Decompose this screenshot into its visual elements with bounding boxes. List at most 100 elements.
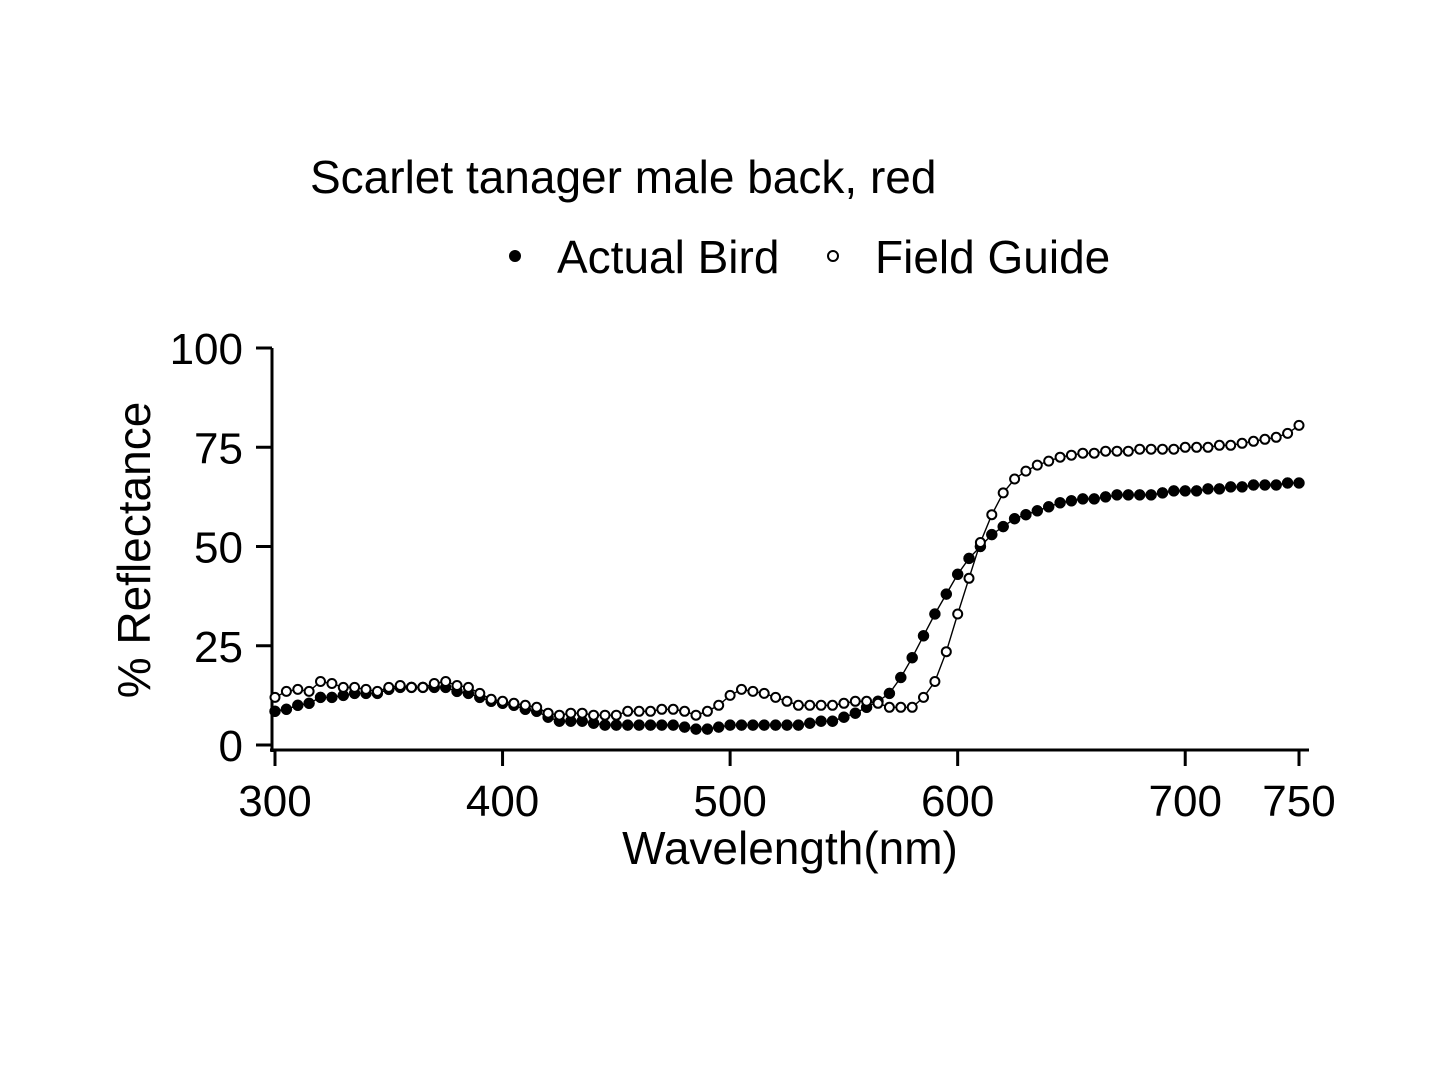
actual-bird-point <box>701 723 714 735</box>
field-guide-point <box>963 572 975 584</box>
field-guide-point <box>508 697 520 709</box>
actual-bird-point <box>1281 477 1294 489</box>
actual-bird-point <box>667 719 679 731</box>
actual-bird-point <box>1202 483 1214 495</box>
field-guide-point <box>815 699 827 711</box>
actual-bird-point <box>929 608 941 620</box>
actual-bird-point <box>986 528 998 541</box>
field-guide-point <box>770 691 782 703</box>
series-line-field-guide <box>274 424 1300 716</box>
field-guide-point <box>804 699 816 711</box>
actual-bird-point <box>678 721 691 733</box>
actual-bird-point <box>963 552 975 565</box>
field-guide-point <box>1145 443 1157 455</box>
field-guide-point <box>861 695 873 707</box>
y-tick-label: 100 <box>170 325 243 374</box>
field-guide-point <box>758 687 770 699</box>
x-tick-label: 750 <box>1262 777 1335 826</box>
actual-bird-point <box>1156 487 1169 499</box>
legend-label-field-guide: Field Guide <box>875 231 1110 283</box>
field-guide-point <box>428 678 440 689</box>
actual-bird-point <box>314 691 327 704</box>
actual-bird-point <box>1065 495 1078 507</box>
field-guide-point <box>792 699 804 711</box>
actual-bird-point <box>804 717 816 729</box>
field-guide-point <box>383 681 395 693</box>
actual-bird-point <box>815 715 827 727</box>
actual-bird-point <box>951 568 964 581</box>
field-guide-point <box>292 683 304 695</box>
actual-bird-point <box>269 705 281 718</box>
actual-bird-point <box>724 719 736 731</box>
actual-bird-point <box>1122 489 1135 501</box>
field-guide-point <box>588 709 600 721</box>
field-guide-point <box>1077 447 1089 459</box>
actual-bird-point <box>292 699 304 712</box>
field-guide-point <box>406 681 417 693</box>
field-guide-point <box>610 709 622 721</box>
actual-bird-point <box>1179 485 1191 497</box>
field-guide-point <box>1236 437 1248 449</box>
field-guide-point <box>895 701 907 713</box>
actual-bird-point <box>1236 481 1248 493</box>
actual-bird-point <box>1088 493 1100 505</box>
field-guide-point <box>553 709 565 721</box>
field-guide-point <box>485 693 497 705</box>
field-guide-point <box>542 707 554 719</box>
field-guide-point <box>667 703 679 715</box>
legend-marker-field-guide <box>827 250 839 262</box>
actual-bird-point <box>1031 505 1044 517</box>
actual-bird-point <box>895 671 907 684</box>
chart-title: Scarlet tanager male back, red <box>310 151 936 203</box>
actual-bird-point <box>781 719 793 731</box>
field-guide-point <box>519 699 531 711</box>
field-guide-point <box>838 697 850 709</box>
field-guide-point <box>576 707 588 719</box>
actual-bird-point <box>1145 489 1157 501</box>
axes <box>270 348 1309 752</box>
field-guide-point <box>371 685 383 697</box>
actual-bird-point <box>1213 483 1226 495</box>
field-guide-point <box>451 680 463 691</box>
y-tick-label: 75 <box>194 424 243 473</box>
actual-bird-point <box>303 697 315 710</box>
field-guide-point <box>690 709 702 721</box>
y-tick-label: 25 <box>194 623 243 672</box>
field-guide-point <box>997 487 1009 499</box>
field-guide-point <box>1134 443 1146 455</box>
field-guide-point <box>736 683 747 695</box>
actual-bird-point <box>1247 479 1260 491</box>
field-guide-point <box>315 676 326 687</box>
field-guide-point <box>1248 435 1259 447</box>
field-guide-point <box>394 680 406 691</box>
actual-bird-point <box>769 719 782 731</box>
actual-bird-point <box>1020 508 1032 521</box>
field-guide-point <box>713 699 725 711</box>
field-guide-point <box>1111 445 1123 457</box>
field-guide-point <box>417 681 429 693</box>
y-tick-label: 0 <box>219 722 243 771</box>
actual-bird-point <box>633 719 645 731</box>
field-guide-point <box>940 646 952 658</box>
x-tick-label: 400 <box>466 777 539 826</box>
actual-bird-point <box>280 703 293 716</box>
field-guide-point <box>1157 443 1168 455</box>
actual-bird-point <box>849 707 862 719</box>
actual-bird-point <box>826 715 839 727</box>
field-guide-point <box>986 509 998 521</box>
actual-bird-point <box>1054 497 1066 509</box>
actual-bird-point <box>712 721 725 733</box>
legend-marker-actual-bird <box>509 250 521 262</box>
field-guide-point <box>1293 419 1305 431</box>
field-guide-point <box>349 681 361 693</box>
actual-bird-point <box>326 691 338 704</box>
actual-bird-point <box>1077 493 1089 505</box>
field-guide-point <box>633 705 645 717</box>
field-guide-point <box>1168 443 1180 455</box>
field-guide-point <box>1088 447 1100 459</box>
field-guide-point <box>974 537 986 548</box>
actual-bird-point <box>1099 491 1112 503</box>
field-guide-point <box>1225 439 1237 451</box>
field-guide-point <box>1179 441 1191 453</box>
